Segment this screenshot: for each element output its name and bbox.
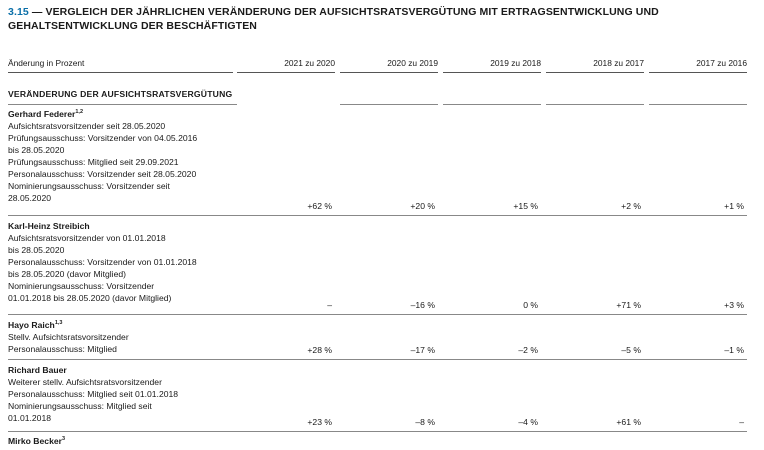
row-divider: [8, 359, 747, 360]
column-header-2019: 2019 zu 2018: [443, 58, 541, 73]
value-cell: –8 %: [415, 417, 435, 427]
value-cell: +2 %: [621, 201, 641, 211]
value-cell: +28 %: [307, 345, 332, 355]
table-row: Richard Bauer Weiterer stellv. Aufsichts…: [8, 364, 238, 424]
table-title-text: — VERGLEICH DER JÄHRLICHEN VERÄNDERUNG D…: [8, 6, 659, 32]
value-cell: –: [327, 300, 332, 310]
section-divider: [8, 104, 237, 105]
value-cell: +20 %: [410, 201, 435, 211]
value-cell: –5 %: [621, 345, 641, 355]
column-header-2020: 2020 zu 2019: [340, 58, 438, 73]
role-line: Personalausschuss: Vorsitzender von 01.0…: [8, 257, 197, 267]
role-line: Nominierungsausschuss: Mitglied seit: [8, 401, 152, 411]
value-cell: –17 %: [410, 345, 435, 355]
footnote-marker: 1,2: [75, 109, 84, 115]
person-name: Karl-Heinz Streibich: [8, 221, 90, 231]
role-line: Personalausschuss: Vorsitzender seit 28.…: [8, 169, 197, 179]
role-line: Personalausschuss: Mitglied seit 01.01.2…: [8, 389, 179, 399]
row-divider: [8, 215, 747, 216]
value-cell: +3 %: [724, 300, 744, 310]
row-divider: [8, 314, 747, 315]
value-cell: –2 %: [518, 345, 538, 355]
table-row: Hayo Raich1,3 Stellv. Aufsichtsratsvorsi…: [8, 319, 238, 355]
person-name: Hayo Raich1,3: [8, 320, 63, 330]
value-cell: –1 %: [724, 345, 744, 355]
column-header-2017: 2017 zu 2016: [649, 58, 747, 73]
value-cell: +15 %: [513, 201, 538, 211]
person-name: Mirko Becker3: [8, 436, 66, 446]
role-line: Stellv. Aufsichtsratsvorsitzender: [8, 332, 129, 342]
section-divider: [649, 104, 747, 105]
section-divider: [340, 104, 438, 105]
person-name: Gerhard Federer1,2: [8, 109, 84, 119]
table-number: 3.15: [8, 6, 29, 18]
role-line: Nominierungsausschuss: Vorsitzender seit: [8, 181, 170, 191]
column-header-2021: 2021 zu 2020: [237, 58, 335, 73]
value-cell: –16 %: [410, 300, 435, 310]
header-label: Änderung in Prozent: [8, 58, 233, 73]
value-cell: –4 %: [518, 417, 538, 427]
column-header-2018: 2018 zu 2017: [546, 58, 644, 73]
role-line: 28.05.2020: [8, 193, 52, 203]
role-line: Aufsichtsratsvorsitzender seit 28.05.202…: [8, 121, 166, 131]
footnote-marker: 1,3: [54, 320, 63, 326]
role-line: bis 28.05.2020: [8, 145, 65, 155]
section-divider: [443, 104, 541, 105]
section-title: VERÄNDERUNG DER AUFSICHTSRATSVERGÜTUNG: [8, 89, 233, 99]
role-line: Prüfungsausschuss: Vorsitzender von 04.0…: [8, 133, 198, 143]
role-line: 01.01.2018: [8, 413, 52, 423]
table-row: Karl-Heinz Streibich Aufsichtsratsvorsit…: [8, 220, 238, 304]
row-divider: [8, 431, 747, 432]
value-cell: +62 %: [307, 201, 332, 211]
role-line: bis 28.05.2020 (davor Mitglied): [8, 269, 126, 279]
value-cell: +61 %: [616, 417, 641, 427]
role-line: Weiterer stellv. Aufsichtsratsvorsitzend…: [8, 377, 162, 387]
value-cell: +1 %: [724, 201, 744, 211]
role-line: Aufsichtsratsvorsitzender von 01.01.2018: [8, 233, 166, 243]
value-cell: –: [739, 417, 744, 427]
role-line: Nominierungsausschuss: Vorsitzender: [8, 281, 155, 291]
role-line: Personalausschuss: Mitglied: [8, 344, 117, 354]
table-title: 3.15 — VERGLEICH DER JÄHRLICHEN VERÄNDER…: [8, 5, 748, 33]
value-cell: 0 %: [523, 300, 538, 310]
table-row: Mirko Becker3: [8, 435, 238, 447]
person-name: Richard Bauer: [8, 365, 67, 375]
value-cell: +71 %: [616, 300, 641, 310]
role-line: Prüfungsausschuss: Mitglied seit 29.09.2…: [8, 157, 179, 167]
section-divider: [546, 104, 644, 105]
table-row: Gerhard Federer1,2 Aufsichtsratsvorsitze…: [8, 108, 238, 204]
role-line: bis 28.05.2020: [8, 245, 65, 255]
role-line: 01.01.2018 bis 28.05.2020 (davor Mitglie…: [8, 293, 172, 303]
value-cell: +23 %: [307, 417, 332, 427]
footnote-marker: 3: [61, 436, 66, 442]
